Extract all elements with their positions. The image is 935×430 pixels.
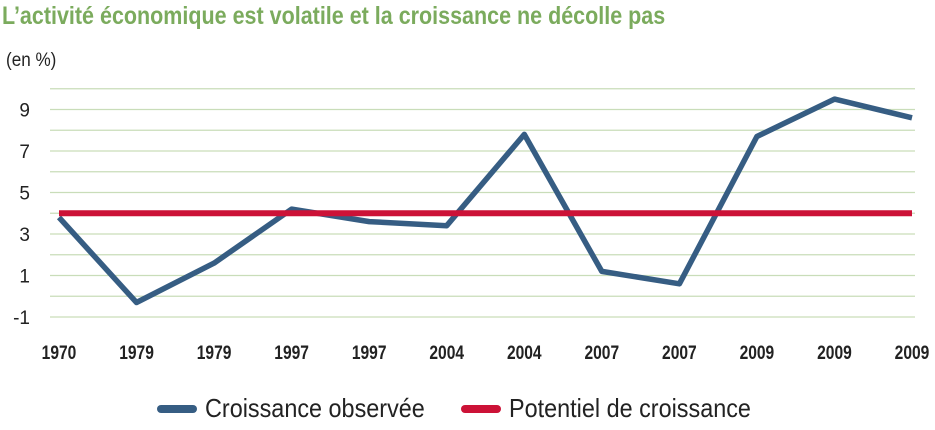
line-chart: 9 7 5 3 1 -1 1970 1979 1979 1997 1997 2004 2004 2007 2… — [13, 88, 930, 364]
y-tick-label: 9 — [19, 101, 30, 122]
x-tick-label: 2004 — [507, 342, 542, 364]
y-tick-label: 1 — [19, 267, 30, 288]
x-tick-label: 1997 — [274, 342, 309, 364]
x-tick-label: 1979 — [119, 342, 154, 364]
x-tick-label: 2009 — [817, 342, 852, 364]
x-tick-label: 1979 — [197, 342, 232, 364]
series-line-observed — [56, 96, 913, 306]
legend-label-potential: Potentiel de croissance — [509, 393, 752, 423]
y-tick-label: -1 — [13, 308, 30, 329]
x-tick-label: 1970 — [42, 342, 77, 364]
chart-title: L’activité économique est volatile et la… — [2, 2, 666, 30]
x-tick-label: 2009 — [895, 342, 930, 364]
y-tick-label: 7 — [19, 142, 30, 163]
x-tick-label: 2007 — [585, 342, 620, 364]
legend-item-observed: Croissance observée — [156, 393, 449, 424]
legend-item-potential: Potentiel de croissance — [461, 393, 778, 424]
x-tick-label: 2007 — [662, 342, 697, 364]
y-tick-label: 5 — [19, 184, 30, 205]
x-tick-label: 1997 — [352, 342, 387, 364]
legend-label-observed: Croissance observée — [204, 393, 425, 423]
chart-legend: Croissance observée Potentiel de croissa… — [0, 393, 935, 424]
legend-swatch-potential — [461, 404, 502, 413]
y-tick-label: 3 — [19, 225, 30, 246]
y-axis-unit-label: (en %) — [6, 50, 57, 71]
legend-swatch-observed — [156, 404, 197, 413]
x-tick-label: 2004 — [429, 342, 464, 364]
x-tick-label: 2009 — [740, 342, 775, 364]
